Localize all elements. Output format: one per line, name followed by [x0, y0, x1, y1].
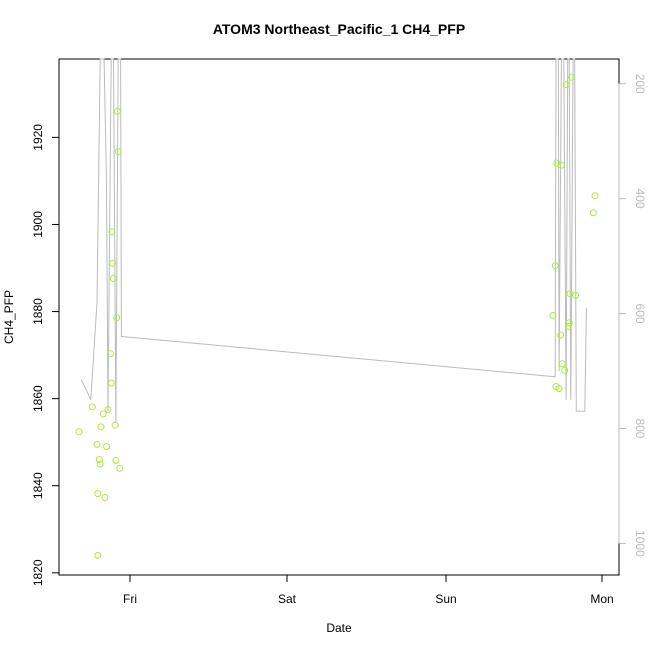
data-point	[591, 192, 599, 200]
data-point	[103, 443, 110, 450]
data-point	[108, 228, 116, 236]
data-point	[109, 259, 117, 267]
data-point	[97, 423, 105, 431]
plot-area	[58, 58, 620, 576]
x-tick-label: Mon	[590, 592, 613, 606]
data-point	[116, 464, 124, 472]
y-axis-left: 1820 1840 1860 1880 1900 1920	[31, 124, 60, 586]
data-point	[114, 148, 122, 156]
scatter-series	[75, 73, 599, 559]
data-point	[111, 421, 119, 429]
data-point	[562, 81, 570, 89]
data-point	[88, 403, 96, 411]
data-point	[558, 360, 566, 368]
data-point	[561, 366, 569, 374]
y-right-tick-label: 1000	[633, 530, 647, 557]
x-axis-label: Date	[326, 621, 352, 635]
x-axis: Fri Sat Sun Mon	[123, 574, 614, 606]
data-point	[549, 312, 557, 319]
data-point	[568, 73, 576, 81]
y-right-tick-label: 600	[633, 304, 647, 324]
data-point	[113, 314, 121, 322]
chart-title: ATOM3 Northeast_Pacific_1 CH4_PFP	[213, 21, 465, 37]
y-right-tick-label: 400	[633, 189, 647, 209]
x-tick-label: Sat	[278, 592, 297, 606]
data-point	[572, 291, 579, 299]
y-tick-label: 1820	[31, 559, 45, 586]
y-axis-label: CH4_PFP	[2, 290, 16, 344]
data-point	[94, 551, 102, 559]
y-tick-label: 1900	[31, 211, 45, 238]
y-right-tick-label: 800	[633, 418, 647, 438]
data-point	[107, 379, 115, 387]
y-right-tick-label: 200	[633, 74, 647, 94]
data-point	[104, 406, 112, 413]
data-point	[565, 322, 572, 330]
data-point	[93, 440, 101, 448]
data-point	[112, 457, 120, 464]
y-axis-right: 200 400 600 800 1000	[618, 74, 647, 557]
data-point	[557, 331, 565, 339]
y-tick-label: 1880	[31, 298, 45, 325]
data-point	[106, 350, 114, 358]
x-tick-label: Sun	[435, 592, 456, 606]
y-tick-label: 1860	[31, 385, 45, 412]
x-tick-label: Fri	[123, 592, 137, 606]
data-point	[551, 262, 559, 270]
data-point	[94, 490, 102, 498]
data-point	[101, 494, 109, 501]
data-point	[113, 107, 121, 115]
y-tick-label: 1840	[31, 472, 45, 499]
series-line	[80, 58, 587, 423]
data-point	[110, 275, 117, 282]
data-point	[96, 460, 104, 468]
data-point	[589, 209, 597, 217]
data-point	[565, 319, 573, 327]
data-point	[75, 428, 83, 436]
data-point	[95, 456, 103, 464]
data-point	[557, 161, 565, 169]
data-point	[555, 385, 563, 393]
data-point	[99, 410, 107, 418]
y-tick-label: 1920	[31, 124, 45, 151]
line-series	[80, 58, 587, 423]
